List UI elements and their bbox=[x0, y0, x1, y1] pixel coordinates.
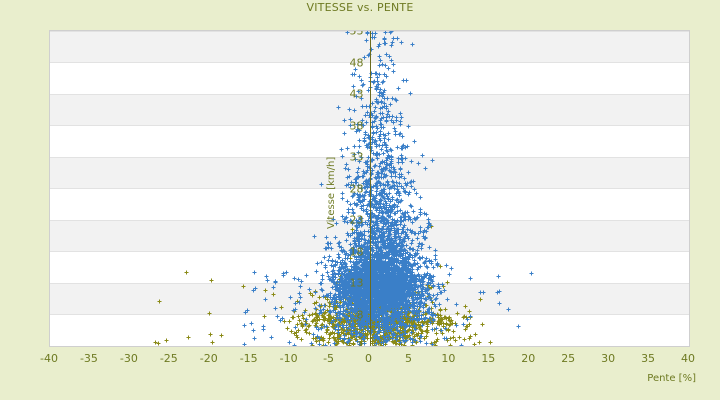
y-axis-tick-label: 13 bbox=[349, 276, 364, 290]
x-axis-tick-label: 15 bbox=[481, 352, 496, 365]
x-axis-tick-label: -35 bbox=[79, 352, 98, 365]
plot-area: 3 8 13 18 23 28 33 38 43 48 53 Vitesse [km/h] bbox=[49, 30, 690, 347]
x-axis-tick-label: -30 bbox=[119, 352, 138, 365]
scatter-canvas bbox=[50, 31, 689, 346]
x-axis-tick-label: 20 bbox=[521, 352, 536, 365]
y-axis-tick-label: 53 bbox=[349, 30, 364, 38]
y-axis-tick-label: 28 bbox=[349, 182, 364, 195]
x-axis-tick-label: 0 bbox=[365, 352, 372, 365]
y-axis-tick-label: 33 bbox=[349, 150, 364, 164]
zero-axis-line bbox=[370, 31, 371, 346]
x-axis-tick-label: 25 bbox=[561, 352, 576, 365]
y-axis-tick-label: 43 bbox=[349, 87, 364, 101]
x-axis-tick-label: 30 bbox=[601, 352, 616, 365]
y-axis-tick-label: 18 bbox=[349, 245, 364, 258]
y-axis-tick-label: 38 bbox=[349, 119, 364, 132]
x-axis-tick-label: -15 bbox=[239, 352, 258, 365]
page-title: VITESSE vs. PENTE bbox=[306, 1, 414, 14]
y-axis-tick-label: 8 bbox=[356, 308, 364, 321]
y-axis-tick-label: 3 bbox=[356, 339, 364, 347]
x-axis-tick-label: -5 bbox=[323, 352, 335, 365]
x-axis-tick-label: -20 bbox=[199, 352, 218, 365]
x-axis-tick-label: 40 bbox=[681, 352, 695, 365]
y-axis-title: Vitesse [km/h] bbox=[325, 156, 337, 229]
y-axis-tick-label: 23 bbox=[349, 213, 364, 227]
x-axis-tick-label: 5 bbox=[404, 352, 412, 365]
x-axis-tick-label: 35 bbox=[641, 352, 656, 365]
x-axis-tick-label: -10 bbox=[279, 352, 298, 365]
x-axis-tick-label: -25 bbox=[159, 352, 178, 365]
x-axis-tick-label: 10 bbox=[441, 352, 456, 365]
x-axis-tick-label: -40 bbox=[40, 352, 58, 365]
x-axis-title: Pente [%] bbox=[647, 373, 696, 384]
y-axis-tick-label: 48 bbox=[349, 56, 364, 69]
